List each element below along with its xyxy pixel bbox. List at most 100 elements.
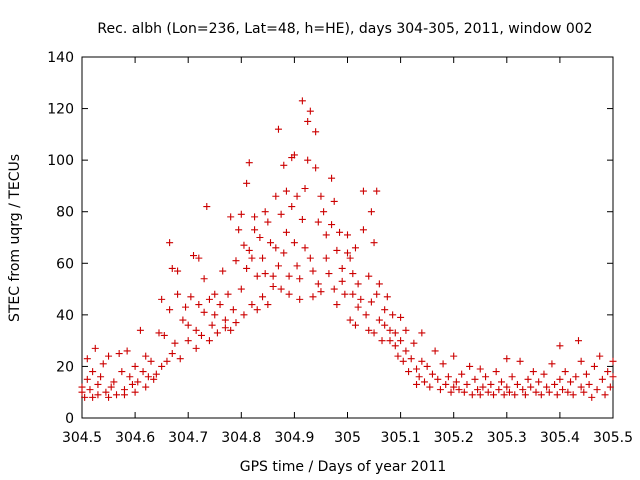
data-point bbox=[187, 293, 195, 301]
data-point bbox=[357, 295, 365, 303]
data-point bbox=[229, 306, 237, 314]
data-point bbox=[312, 164, 320, 172]
data-point bbox=[375, 280, 383, 288]
data-point bbox=[150, 375, 158, 383]
data-point bbox=[285, 272, 293, 280]
data-point bbox=[359, 226, 367, 234]
data-point bbox=[567, 378, 575, 386]
data-point bbox=[195, 254, 203, 262]
data-point bbox=[370, 329, 378, 337]
data-point bbox=[174, 290, 182, 298]
data-point bbox=[529, 368, 537, 376]
x-tick-label: 305.1 bbox=[381, 430, 421, 446]
data-point bbox=[322, 231, 330, 239]
data-point bbox=[410, 339, 418, 347]
data-point bbox=[105, 393, 113, 401]
data-point bbox=[134, 378, 142, 386]
data-point bbox=[126, 373, 134, 381]
data-point bbox=[200, 275, 208, 283]
data-point bbox=[460, 388, 468, 396]
data-point bbox=[450, 383, 458, 391]
data-point bbox=[399, 357, 407, 365]
data-point bbox=[306, 107, 314, 115]
data-point bbox=[259, 254, 267, 262]
data-point bbox=[280, 249, 288, 257]
data-point bbox=[444, 373, 452, 381]
data-point bbox=[540, 370, 548, 378]
data-point bbox=[471, 375, 479, 383]
x-tick-label: 304.8 bbox=[221, 430, 261, 446]
data-point bbox=[497, 378, 505, 386]
data-point bbox=[243, 179, 251, 187]
data-point bbox=[272, 192, 280, 200]
data-point bbox=[182, 303, 190, 311]
data-point bbox=[251, 226, 259, 234]
data-point bbox=[298, 97, 306, 105]
data-point bbox=[402, 347, 410, 355]
data-point bbox=[500, 391, 508, 399]
data-point bbox=[320, 208, 328, 216]
data-point bbox=[442, 380, 450, 388]
x-tick-label: 304.6 bbox=[115, 430, 155, 446]
data-point bbox=[354, 280, 362, 288]
data-point bbox=[349, 290, 357, 298]
data-point bbox=[386, 326, 394, 334]
data-point bbox=[97, 373, 105, 381]
data-point bbox=[402, 326, 410, 334]
data-point bbox=[136, 326, 144, 334]
data-point bbox=[545, 388, 553, 396]
data-point bbox=[474, 386, 482, 394]
data-point bbox=[383, 293, 391, 301]
data-point bbox=[296, 295, 304, 303]
data-point bbox=[418, 329, 426, 337]
data-point bbox=[301, 244, 309, 252]
data-point bbox=[569, 391, 577, 399]
data-point bbox=[365, 272, 373, 280]
data-point bbox=[174, 267, 182, 275]
data-point bbox=[312, 128, 320, 136]
data-point bbox=[211, 311, 219, 319]
data-point bbox=[521, 391, 529, 399]
data-point bbox=[418, 357, 426, 365]
data-point bbox=[391, 342, 399, 350]
data-point bbox=[556, 375, 564, 383]
data-point bbox=[259, 293, 267, 301]
data-point bbox=[110, 378, 118, 386]
data-point bbox=[139, 368, 147, 376]
data-point bbox=[83, 375, 91, 383]
data-point bbox=[240, 311, 248, 319]
data-point bbox=[261, 270, 269, 278]
data-point bbox=[590, 362, 598, 370]
y-tick-label: 100 bbox=[47, 153, 74, 169]
data-point bbox=[495, 386, 503, 394]
data-point bbox=[508, 373, 516, 381]
x-axis-label: GPS time / Days of year 2011 bbox=[240, 459, 447, 475]
data-point bbox=[264, 218, 272, 226]
data-point bbox=[195, 301, 203, 309]
data-point bbox=[290, 239, 298, 247]
data-point bbox=[490, 391, 498, 399]
chart-title: Rec. albh (Lon=236, Lat=48, h=HE), days … bbox=[97, 21, 592, 37]
data-point bbox=[232, 257, 240, 265]
data-point bbox=[333, 246, 341, 254]
data-point bbox=[192, 326, 200, 334]
data-point bbox=[285, 290, 293, 298]
data-point bbox=[78, 383, 86, 391]
data-point bbox=[606, 383, 614, 391]
data-point bbox=[309, 267, 317, 275]
data-point bbox=[537, 391, 545, 399]
data-point bbox=[179, 316, 187, 324]
data-point bbox=[290, 151, 298, 159]
data-point bbox=[298, 215, 306, 223]
data-point bbox=[351, 244, 359, 252]
data-point bbox=[344, 231, 351, 239]
data-point bbox=[147, 357, 155, 365]
data-point bbox=[476, 365, 484, 373]
data-point bbox=[282, 187, 290, 195]
data-point bbox=[564, 388, 572, 396]
data-point bbox=[503, 355, 511, 363]
data-point bbox=[559, 386, 567, 394]
data-point bbox=[577, 357, 585, 365]
y-tick-label: 40 bbox=[56, 308, 74, 324]
x-tick-label: 305.2 bbox=[434, 430, 474, 446]
